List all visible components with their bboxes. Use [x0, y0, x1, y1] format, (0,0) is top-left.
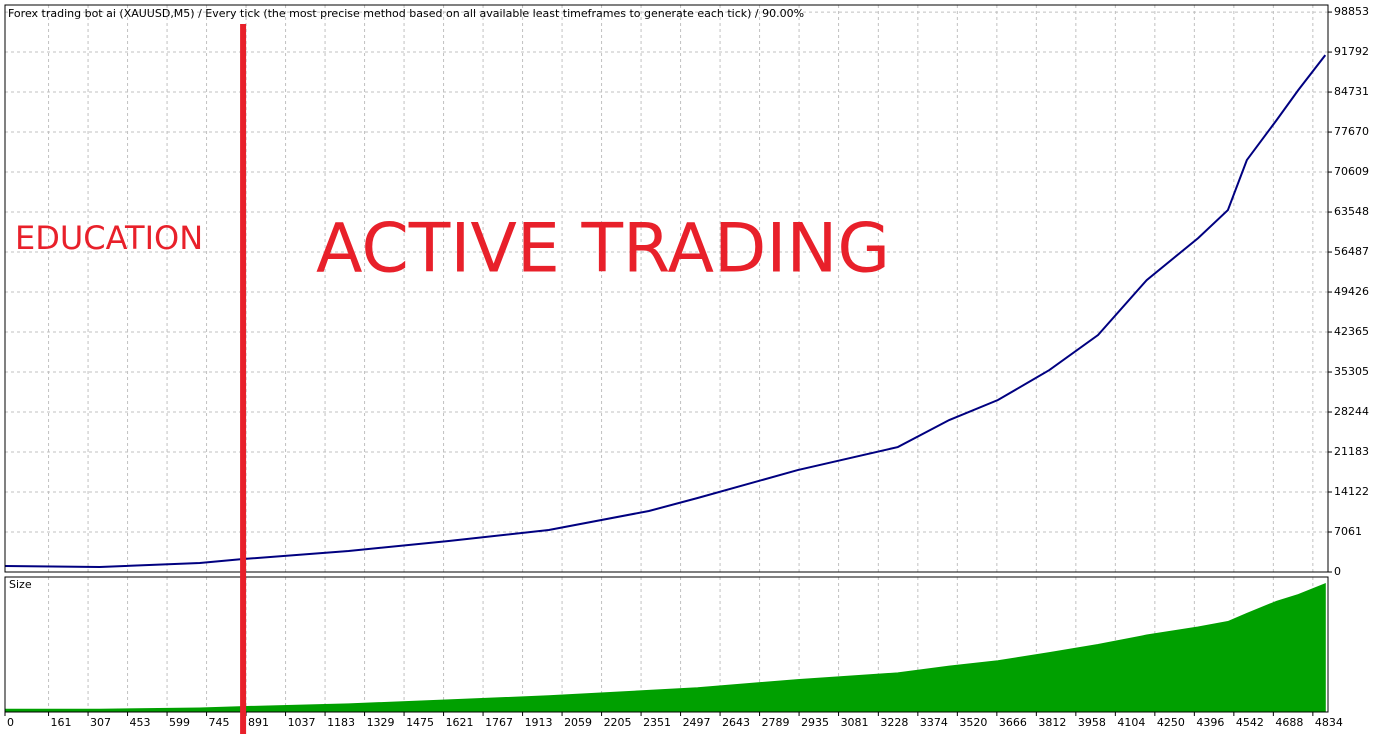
- x-tick-label: 2351: [643, 716, 671, 729]
- x-tick-label: 453: [130, 716, 151, 729]
- line: [4, 54, 1327, 569]
- x-tick-label: 2789: [762, 716, 790, 729]
- y-tick-label: 77670: [1334, 125, 1369, 138]
- x-tick-label: 4834: [1315, 716, 1343, 729]
- y-tick-label: 35305: [1334, 365, 1369, 378]
- x-tick-label: 4396: [1196, 716, 1224, 729]
- y-tick-label: 28244: [1334, 405, 1369, 418]
- x-tick-label: 3520: [959, 716, 987, 729]
- y-tick-label: 56487: [1334, 245, 1369, 258]
- x-tick-label: 1183: [327, 716, 355, 729]
- x-tick-label: 1767: [485, 716, 513, 729]
- x-tick-label: 891: [248, 716, 269, 729]
- x-tick-label: 2497: [683, 716, 711, 729]
- x-tick-label: 3666: [999, 716, 1027, 729]
- x-tick-label: 307: [90, 716, 111, 729]
- y-tick-label: 91792: [1334, 45, 1369, 58]
- x-tick-label: 3958: [1078, 716, 1106, 729]
- x-tick-label: 3812: [1038, 716, 1066, 729]
- x-tick-label: 4688: [1275, 716, 1303, 729]
- x-tick-label: 1621: [446, 716, 474, 729]
- y-tick-label: 70609: [1334, 165, 1369, 178]
- x-tick-label: 1329: [367, 716, 395, 729]
- legend-label: Size: [9, 578, 32, 591]
- area: [4, 583, 1326, 713]
- x-tick-label: 4542: [1236, 716, 1264, 729]
- x-tick-label: 4104: [1117, 716, 1145, 729]
- x-tick-label: 745: [209, 716, 230, 729]
- y-tick-label: 42365: [1334, 325, 1369, 338]
- y-tick-label: 14122: [1334, 485, 1369, 498]
- x-tick-label: 599: [169, 716, 190, 729]
- y-tick-label: 7061: [1334, 525, 1362, 538]
- y-tick-label: 0: [1334, 565, 1341, 578]
- x-tick-label: 2205: [604, 716, 632, 729]
- y-tick-label: 21183: [1334, 445, 1369, 458]
- x-tick-label: 2935: [801, 716, 829, 729]
- x-tick-label: 1475: [406, 716, 434, 729]
- y-tick-label: 63548: [1334, 205, 1369, 218]
- chart-title: Forex trading bot ai (XAUUSD,M5) / Every…: [8, 7, 804, 20]
- x-tick-label: 0: [7, 716, 14, 729]
- plot-frame: [4, 4, 1329, 573]
- x-tick-label: 1913: [525, 716, 553, 729]
- annotation: EDUCATION: [15, 219, 203, 257]
- annotation: ACTIVE TRADING: [316, 210, 890, 289]
- y-tick-label: 98853: [1334, 5, 1369, 18]
- x-tick-label: 4250: [1157, 716, 1185, 729]
- x-tick-label: 2643: [722, 716, 750, 729]
- y-tick-label: 84731: [1334, 85, 1369, 98]
- x-tick-label: 3081: [841, 716, 869, 729]
- x-tick-label: 3374: [920, 716, 948, 729]
- x-tick-label: 3228: [880, 716, 908, 729]
- y-tick-label: 49426: [1334, 285, 1369, 298]
- plot-frame: [4, 576, 1329, 713]
- x-tick-label: 2059: [564, 716, 592, 729]
- x-tick-label: 1037: [288, 716, 316, 729]
- x-tick-label: 161: [51, 716, 72, 729]
